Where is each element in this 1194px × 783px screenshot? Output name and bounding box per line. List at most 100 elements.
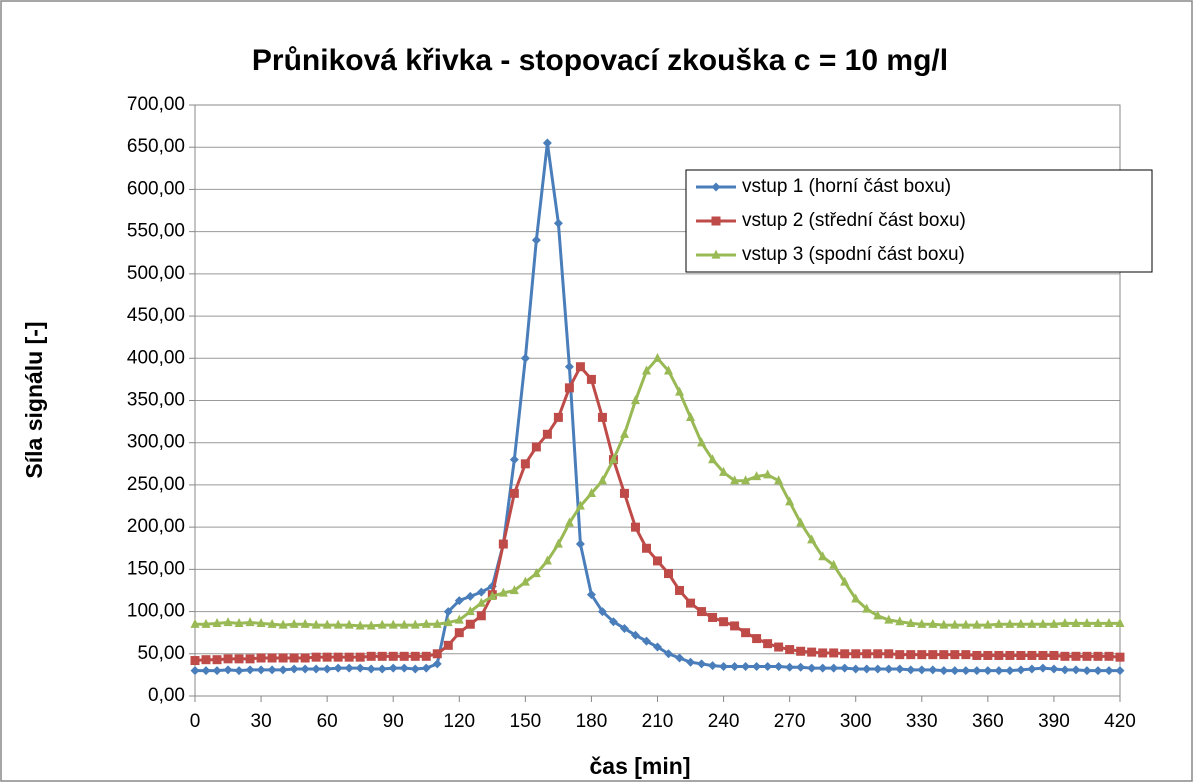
data-point: [895, 616, 905, 626]
x-tick-label: 180: [576, 711, 608, 732]
data-point: [377, 619, 387, 629]
data-point: [366, 664, 376, 674]
data-point: [719, 466, 729, 476]
data-point: [950, 619, 960, 629]
y-tick-label: 700,00: [127, 94, 185, 115]
data-point: [476, 611, 486, 621]
data-point: [542, 429, 552, 439]
data-point: [223, 617, 233, 627]
data-point: [763, 639, 773, 649]
data-point: [355, 620, 365, 630]
data-point: [421, 651, 431, 661]
data-point: [730, 661, 740, 671]
data-point: [961, 619, 971, 629]
data-point: [443, 617, 453, 627]
data-point: [1038, 663, 1048, 673]
data-point: [675, 386, 685, 396]
data-point: [697, 659, 707, 669]
legend-marker: [711, 249, 721, 259]
data-point: [972, 666, 982, 676]
data-point: [399, 663, 409, 673]
data-point: [1049, 650, 1059, 660]
legend-box: [685, 169, 1153, 273]
data-point: [917, 618, 927, 628]
data-point: [630, 630, 640, 640]
x-tick-label: 420: [1104, 711, 1136, 732]
data-point: [212, 655, 222, 665]
data-point: [300, 618, 310, 628]
data-point: [807, 647, 817, 657]
data-point: [664, 649, 674, 659]
data-point: [355, 663, 365, 673]
y-tick-label: 650,00: [127, 136, 185, 157]
chart-title: Průniková křivka - stopovací zkouška c =…: [252, 44, 948, 77]
data-point: [410, 619, 420, 629]
y-tick-label: 550,00: [127, 221, 185, 242]
data-point: [730, 621, 740, 631]
data-point: [653, 642, 662, 652]
data-point: [1115, 652, 1125, 662]
data-point: [686, 598, 696, 608]
data-point: [586, 487, 596, 497]
data-point: [333, 652, 343, 662]
data-point: [708, 454, 718, 464]
data-point: [1093, 651, 1103, 661]
data-point: [1060, 617, 1070, 627]
data-point: [774, 642, 784, 652]
data-point: [1115, 666, 1125, 676]
data-point: [575, 362, 585, 372]
x-tick-label: 90: [383, 711, 404, 732]
data-point: [190, 666, 200, 676]
data-point: [1016, 665, 1026, 675]
data-point: [1082, 666, 1092, 676]
data-point: [1038, 650, 1048, 660]
data-point: [619, 428, 629, 438]
data-point: [1049, 664, 1059, 674]
data-point: [1093, 617, 1103, 627]
data-point: [928, 618, 938, 628]
data-point: [564, 383, 574, 393]
x-tick-label: 360: [972, 711, 1004, 732]
data-point: [774, 661, 784, 671]
data-point: [454, 614, 464, 624]
data-point: [917, 665, 927, 675]
data-point: [223, 654, 233, 664]
data-point: [763, 469, 773, 479]
data-point: [719, 661, 729, 671]
legend-label: vstup 2 (střední část boxu): [742, 210, 966, 231]
data-point: [597, 412, 607, 422]
data-point: [520, 576, 530, 586]
data-point: [531, 442, 541, 452]
data-point: [289, 653, 299, 663]
data-point: [917, 650, 927, 660]
data-point: [432, 659, 442, 669]
data-point: [873, 664, 883, 674]
data-point: [619, 488, 629, 498]
data-point: [1005, 666, 1015, 676]
data-point: [443, 640, 453, 650]
data-point: [829, 663, 839, 673]
data-point: [289, 664, 299, 674]
data-point: [509, 455, 519, 465]
data-point: [245, 665, 255, 675]
data-point: [785, 645, 795, 655]
data-point: [851, 649, 861, 659]
data-point: [432, 649, 442, 659]
y-tick-label: 100,00: [127, 601, 185, 622]
data-point: [1071, 617, 1081, 627]
data-point: [994, 618, 1004, 628]
data-point: [608, 454, 618, 464]
y-tick-label: 400,00: [127, 347, 185, 368]
data-point: [267, 665, 277, 675]
data-point: [983, 666, 993, 676]
data-point: [862, 649, 872, 659]
data-point: [597, 607, 607, 617]
data-point: [741, 661, 751, 671]
data-point: [520, 353, 530, 363]
data-point: [333, 619, 343, 629]
data-point: [256, 653, 266, 663]
data-point: [553, 412, 563, 422]
data-point: [531, 568, 541, 578]
data-point: [686, 657, 696, 667]
data-point: [796, 517, 806, 527]
